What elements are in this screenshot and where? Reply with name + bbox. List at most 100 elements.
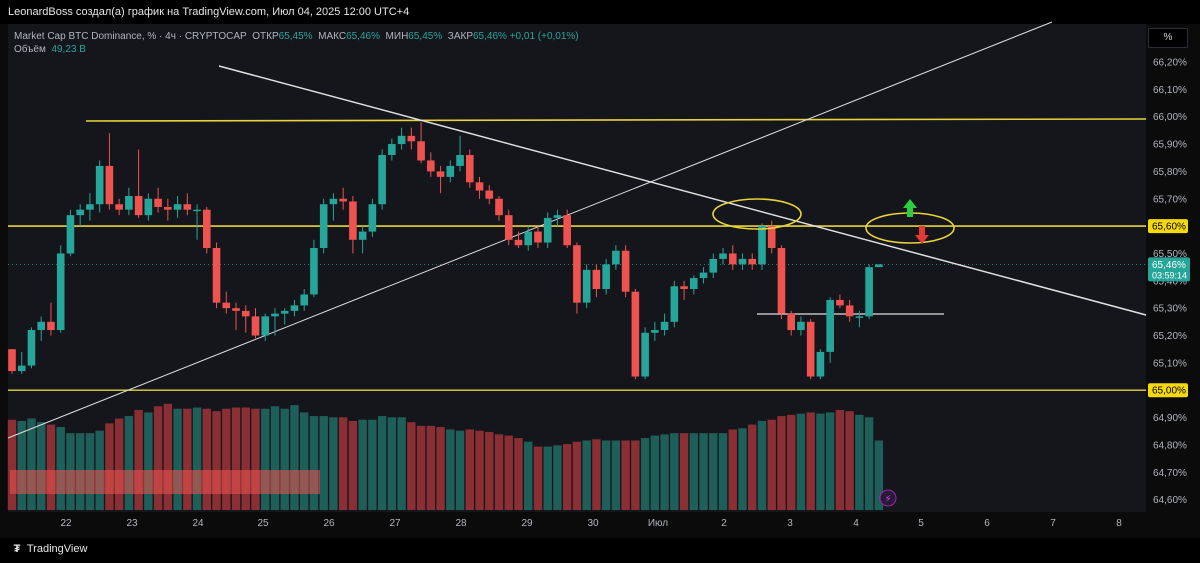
candle-body[interactable] bbox=[524, 231, 533, 246]
candle-body[interactable] bbox=[349, 201, 357, 240]
candle-body[interactable] bbox=[105, 165, 114, 205]
candle-body[interactable] bbox=[56, 253, 65, 331]
candle-body[interactable] bbox=[388, 144, 396, 155]
candle-body[interactable] bbox=[699, 272, 708, 279]
candle-body[interactable] bbox=[154, 198, 162, 207]
symbol-name[interactable]: Market Cap BTC Dominance, % · 4ч · CRYPT… bbox=[14, 31, 247, 42]
candle-body[interactable] bbox=[358, 231, 367, 240]
lightning-icon[interactable] bbox=[879, 489, 897, 507]
candle-body[interactable] bbox=[767, 226, 776, 248]
candle-body[interactable] bbox=[709, 258, 718, 273]
candle-body[interactable] bbox=[222, 302, 231, 309]
down-arrow-icon bbox=[915, 226, 929, 244]
candle-body[interactable] bbox=[787, 313, 795, 331]
candle-body[interactable] bbox=[417, 141, 425, 161]
candle-body[interactable] bbox=[261, 316, 270, 336]
candle-body[interactable] bbox=[134, 196, 143, 216]
candle-body[interactable] bbox=[280, 310, 289, 314]
candle-body[interactable] bbox=[8, 349, 16, 372]
candle-body[interactable] bbox=[183, 204, 192, 210]
tradingview-brand[interactable]: ₮ TradingView bbox=[10, 543, 88, 555]
volume-bar bbox=[241, 407, 250, 510]
candle-body[interactable] bbox=[47, 321, 55, 331]
candle-body[interactable] bbox=[534, 231, 542, 243]
candle-body[interactable] bbox=[836, 299, 844, 306]
candle-body[interactable] bbox=[427, 160, 435, 172]
candle-body[interactable] bbox=[738, 258, 747, 265]
candle-body[interactable] bbox=[241, 310, 250, 317]
candle-body[interactable] bbox=[446, 165, 455, 177]
candle-body[interactable] bbox=[504, 215, 513, 240]
open-value: 65,45% bbox=[278, 31, 313, 42]
candle-body[interactable] bbox=[66, 215, 75, 254]
candle-body[interactable] bbox=[436, 171, 445, 177]
candle-body[interactable] bbox=[631, 291, 640, 377]
candle-body[interactable] bbox=[37, 321, 46, 331]
candle-body[interactable] bbox=[368, 204, 377, 232]
candle-body[interactable] bbox=[475, 182, 484, 191]
candle-body[interactable] bbox=[845, 305, 854, 317]
candle-body[interactable] bbox=[758, 226, 766, 265]
volume-bar bbox=[504, 435, 513, 510]
candle-body[interactable] bbox=[592, 269, 601, 290]
candle-body[interactable] bbox=[339, 198, 347, 202]
candle-body[interactable] bbox=[397, 135, 406, 145]
candle-body[interactable] bbox=[670, 286, 679, 322]
candle-body[interactable] bbox=[612, 250, 620, 265]
candle-body[interactable] bbox=[212, 247, 221, 303]
candle-body[interactable] bbox=[125, 196, 133, 210]
candle-body[interactable] bbox=[602, 264, 610, 290]
candle-body[interactable] bbox=[193, 209, 201, 212]
candle-body[interactable] bbox=[144, 198, 153, 216]
candle-body[interactable] bbox=[816, 351, 825, 377]
candle-body[interactable] bbox=[777, 247, 786, 314]
candle-body[interactable] bbox=[728, 253, 737, 265]
candle-body[interactable] bbox=[573, 245, 581, 303]
candle-body[interactable] bbox=[95, 165, 104, 205]
candle-body[interactable] bbox=[76, 209, 84, 216]
volume-bar bbox=[621, 440, 630, 510]
candle-body[interactable] bbox=[310, 247, 318, 295]
candle-body[interactable] bbox=[329, 198, 338, 205]
candle-body[interactable] bbox=[465, 154, 474, 183]
candle-body[interactable] bbox=[232, 308, 240, 311]
candle-body[interactable] bbox=[514, 239, 523, 246]
candle-body[interactable] bbox=[797, 321, 805, 331]
candle-body[interactable] bbox=[164, 206, 172, 210]
candle-body[interactable] bbox=[456, 154, 464, 166]
candle-body[interactable] bbox=[651, 330, 659, 333]
candle-body[interactable] bbox=[115, 204, 123, 210]
candle-body[interactable] bbox=[203, 209, 211, 248]
candle-body[interactable] bbox=[641, 332, 649, 377]
candle-body[interactable] bbox=[407, 135, 416, 142]
candle-body[interactable] bbox=[319, 204, 328, 248]
candle-body[interactable] bbox=[495, 198, 503, 216]
candle-body[interactable] bbox=[543, 217, 552, 243]
candle-body[interactable] bbox=[553, 215, 562, 218]
candle-body[interactable] bbox=[86, 204, 94, 210]
candle-body[interactable] bbox=[485, 190, 494, 199]
candle-body[interactable] bbox=[719, 253, 727, 259]
candle-body[interactable] bbox=[690, 278, 698, 290]
candle-body[interactable] bbox=[680, 286, 688, 290]
candle-body[interactable] bbox=[855, 316, 864, 318]
candle-body[interactable] bbox=[300, 294, 308, 306]
candle-body[interactable] bbox=[378, 154, 386, 205]
candle-body[interactable] bbox=[875, 264, 883, 268]
candle-body[interactable] bbox=[806, 321, 815, 377]
candle-body[interactable] bbox=[271, 313, 279, 317]
percent-scale-button[interactable]: % bbox=[1148, 28, 1188, 48]
candle-body[interactable] bbox=[173, 204, 182, 210]
candle-body[interactable] bbox=[17, 365, 26, 372]
candle-body[interactable] bbox=[660, 321, 669, 331]
candle-body[interactable] bbox=[748, 258, 757, 265]
candle-body[interactable] bbox=[290, 305, 299, 311]
candle-body[interactable] bbox=[826, 299, 834, 352]
candle-body[interactable] bbox=[27, 330, 36, 366]
candle-body[interactable] bbox=[563, 215, 571, 246]
candle-body[interactable] bbox=[582, 269, 591, 303]
candle-body[interactable] bbox=[621, 250, 630, 292]
candle-body[interactable] bbox=[251, 316, 260, 336]
candle-body[interactable] bbox=[865, 267, 873, 317]
